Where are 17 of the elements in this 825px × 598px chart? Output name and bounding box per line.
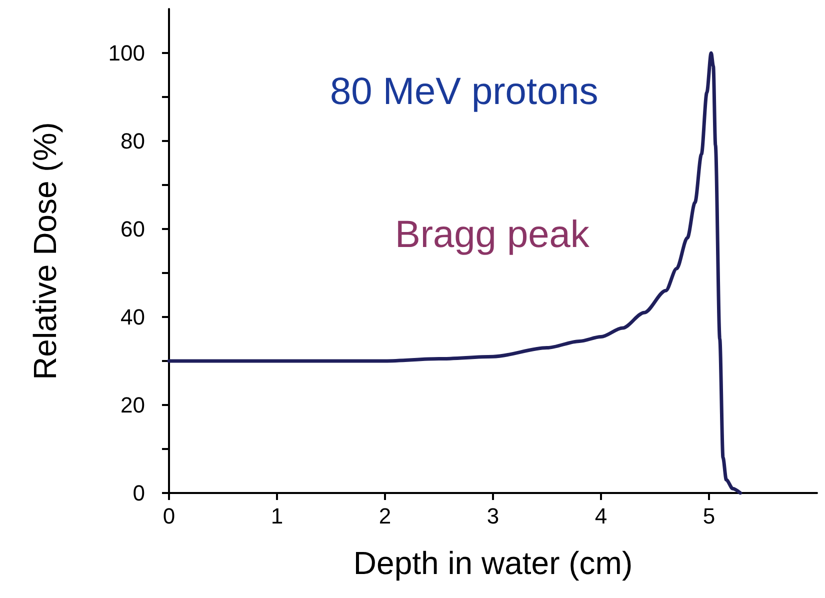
x-tick-label: 2 [378, 504, 392, 528]
x-tick-label: 0 [162, 504, 176, 528]
x-tick-label: 4 [594, 504, 608, 528]
annotation: Bragg peak [395, 214, 590, 256]
y-tick-label: 60 [120, 216, 145, 242]
y-tick-label: 20 [120, 392, 145, 418]
line-series [167, 51, 742, 495]
x-axis-title: Depth in water (cm) [353, 545, 633, 581]
y-axis-title: Relative Dose (%) [27, 122, 63, 380]
x-tick-label: 1 [270, 504, 284, 528]
y-tick-label: 100 [108, 40, 145, 66]
x-tick-label: 5 [702, 504, 716, 528]
y-tick-label: 80 [120, 128, 145, 154]
annotation: 80 MeV protons [330, 71, 598, 113]
y-tick-label: 0 [132, 480, 145, 506]
x-tick-label: 3 [486, 504, 500, 528]
y-tick-label: 40 [120, 304, 145, 330]
